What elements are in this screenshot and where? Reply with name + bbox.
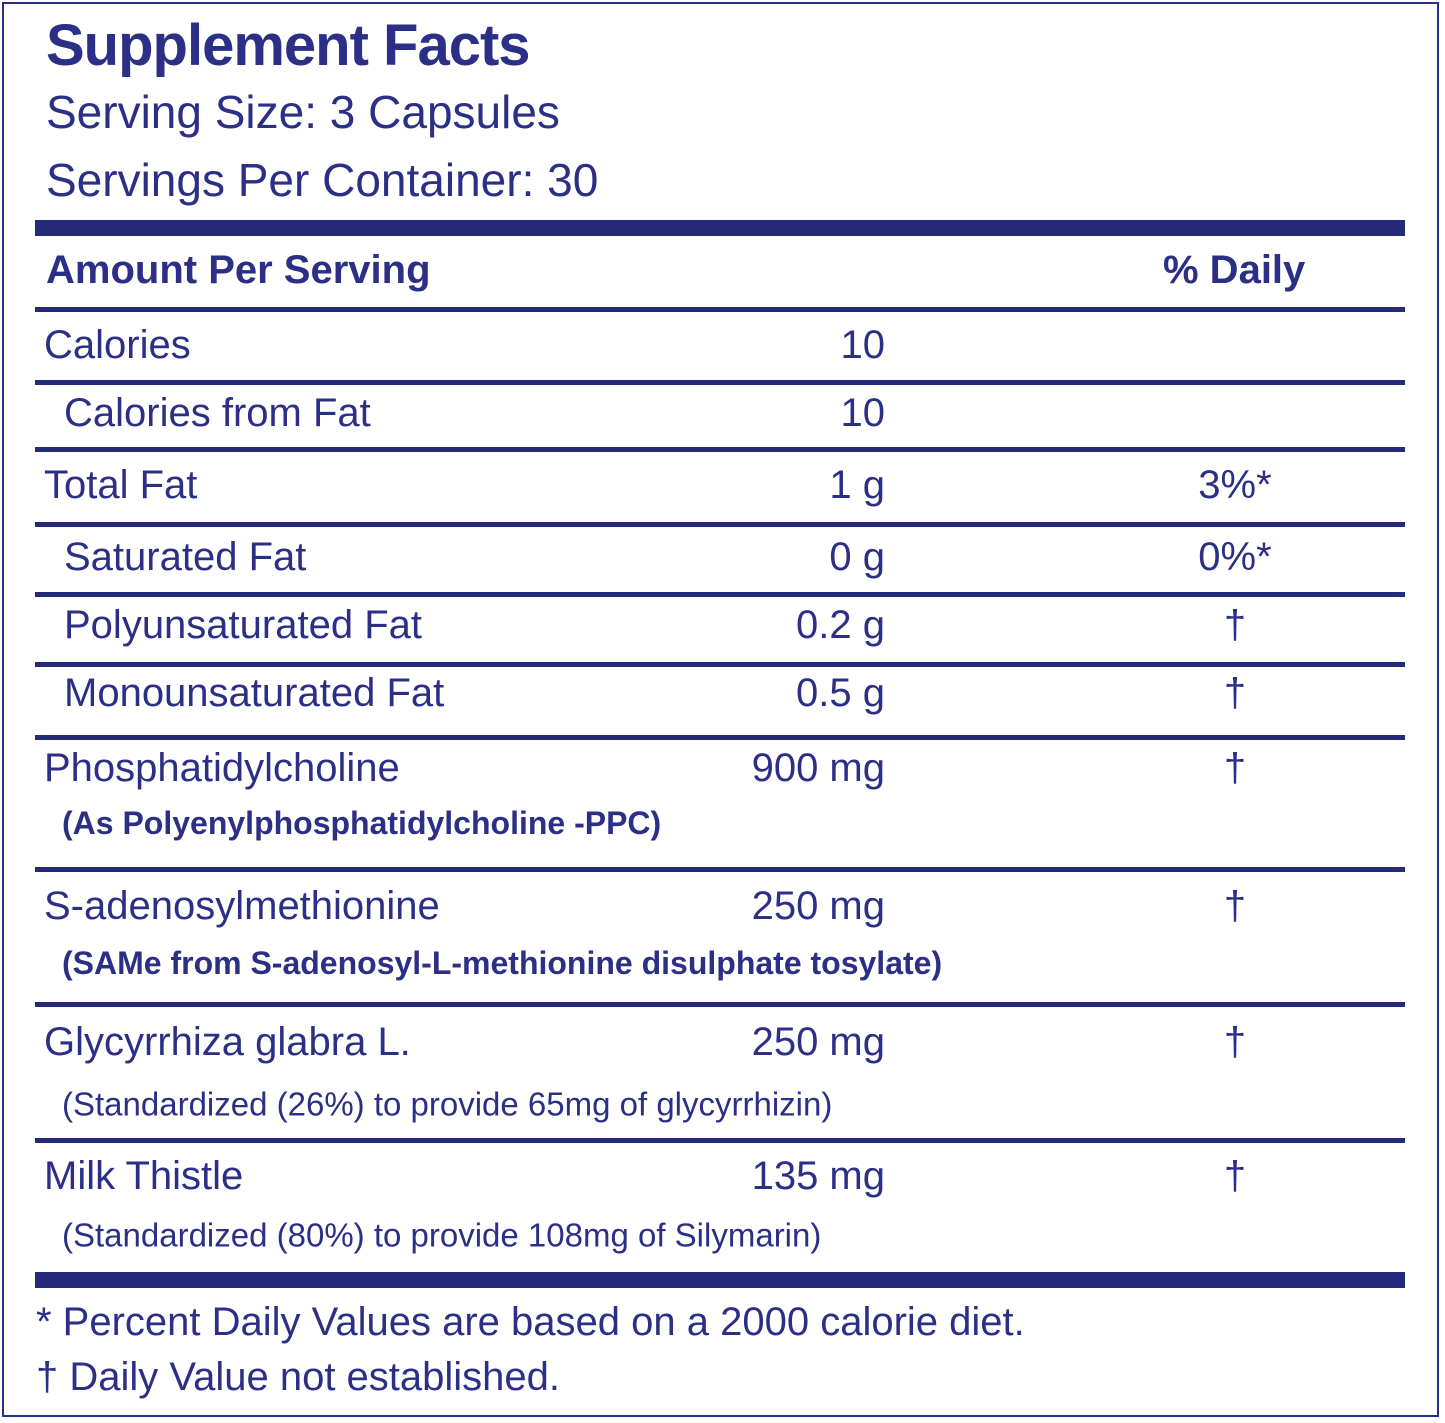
nutrient-note: (As Polyenylphosphatidylcholine -PPC) [62, 805, 662, 841]
rule [35, 662, 1405, 667]
amount: 10 [840, 323, 886, 367]
amount: 10 [840, 391, 886, 435]
servings-per-container: Servings Per Container: 30 [46, 154, 599, 206]
nutrient-name: Glycyrrhiza glabra L. [44, 1020, 411, 1064]
nutrient-name: Polyunsaturated Fat [64, 603, 422, 647]
rule [35, 307, 1405, 312]
footnote: † Daily Value not established. [36, 1355, 561, 1399]
rule [35, 447, 1405, 452]
rule [35, 1138, 1405, 1143]
nutrient-name: Total Fat [44, 463, 198, 507]
daily-value: † [1223, 603, 1247, 647]
column-header: % Daily [1163, 248, 1306, 292]
amount: 0.2 g [796, 603, 885, 647]
amount: 1 g [829, 463, 885, 507]
thick-rule [35, 220, 1405, 236]
rule [35, 867, 1405, 872]
daily-value: † [1223, 884, 1247, 928]
amount: 250 mg [751, 884, 885, 928]
serving-size: Serving Size: 3 Capsules [46, 86, 560, 138]
rule [35, 592, 1405, 597]
rule [35, 1002, 1405, 1007]
title: Supplement Facts [46, 13, 531, 78]
amount: 0 g [829, 535, 885, 579]
rule [35, 380, 1405, 385]
nutrient-name: S-adenosylmethionine [44, 884, 440, 928]
column-header: Amount Per Serving [46, 248, 431, 292]
nutrient-note: (SAMe from S-adenosyl-L-methionine disul… [62, 945, 943, 981]
daily-value: † [1223, 671, 1247, 715]
nutrient-note: (Standardized (80%) to provide 108mg of … [62, 1216, 822, 1254]
thick-rule [35, 1272, 1405, 1288]
rule [35, 735, 1405, 740]
daily-value: † [1223, 1154, 1247, 1198]
amount: 0.5 g [796, 671, 885, 715]
daily-value: 0%* [1198, 535, 1272, 579]
nutrient-note: (Standardized (26%) to provide 65mg of g… [62, 1085, 833, 1123]
nutrient-name: Saturated Fat [64, 535, 307, 579]
amount: 900 mg [751, 746, 885, 790]
daily-value: † [1223, 1020, 1247, 1064]
daily-value: 3%* [1198, 463, 1272, 507]
nutrient-name: Phosphatidylcholine [44, 746, 400, 790]
footnote: * Percent Daily Values are based on a 20… [36, 1300, 1025, 1344]
nutrient-name: Monounsaturated Fat [64, 671, 445, 715]
nutrient-name: Calories [44, 323, 191, 367]
rule [35, 522, 1405, 527]
daily-value: † [1223, 746, 1247, 790]
nutrient-name: Calories from Fat [64, 391, 371, 435]
nutrient-name: Milk Thistle [44, 1154, 244, 1198]
amount: 135 mg [751, 1154, 885, 1198]
amount: 250 mg [751, 1020, 885, 1064]
